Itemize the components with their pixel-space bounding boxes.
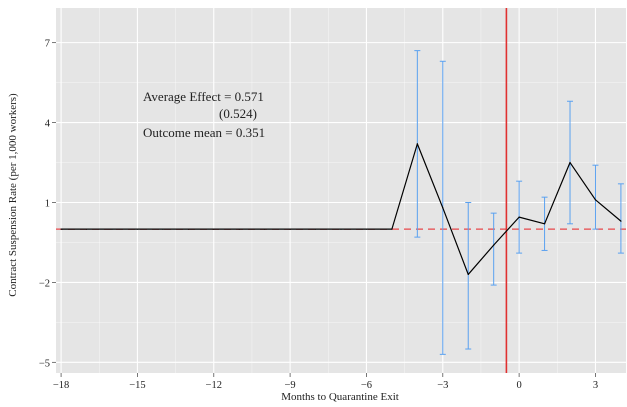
data-point <box>493 244 495 246</box>
x-tick-label: −9 <box>285 380 296 391</box>
data-point <box>136 228 139 230</box>
standard-error-annotation: (0.524) <box>219 106 257 121</box>
data-point <box>391 228 393 230</box>
error-bar <box>465 201 472 350</box>
data-point <box>594 199 597 201</box>
data-point <box>60 228 62 230</box>
data-point <box>289 228 291 230</box>
error-bar <box>592 164 599 230</box>
axis-ticks: −18 −15 −12 −9 −6 −3 0 3 −5 −2 1 4 7 <box>39 39 598 391</box>
x-axis-title: Months to Quarantine Exit <box>281 391 399 403</box>
x-tick-label: −15 <box>129 380 145 391</box>
x-tick-label: −18 <box>53 380 69 391</box>
data-point <box>162 228 164 230</box>
y-tick-label: 4 <box>45 119 51 130</box>
x-tick-label: −3 <box>437 380 448 391</box>
data-point <box>569 161 571 164</box>
plot-background <box>56 8 626 373</box>
y-tick-label: 7 <box>45 39 50 50</box>
data-point <box>365 228 368 230</box>
data-point <box>467 273 469 276</box>
data-point <box>543 223 546 225</box>
outcome-mean-annotation: Outcome mean = 0.351 <box>143 125 265 140</box>
data-point <box>238 228 240 230</box>
y-tick-label: 1 <box>45 198 50 209</box>
y-tick-label: −5 <box>39 358 50 369</box>
data-point <box>518 216 520 218</box>
average-effect-annotation: Average Effect = 0.571 <box>143 89 264 104</box>
series-line <box>60 143 622 276</box>
data-point <box>187 228 189 230</box>
data-point <box>314 228 317 230</box>
data-point <box>442 207 444 209</box>
x-tick-label: 0 <box>517 380 522 391</box>
x-tick-label: 3 <box>593 380 598 391</box>
data-point <box>264 228 266 230</box>
data-point <box>340 228 342 230</box>
data-point <box>111 228 113 230</box>
data-point <box>620 220 622 222</box>
data-point <box>85 228 88 230</box>
y-axis-title: Contract Suspension Rate (per 1,000 work… <box>7 93 19 297</box>
error-bar <box>490 212 497 286</box>
data-point <box>416 143 418 145</box>
y-tick-label: −2 <box>39 278 50 289</box>
x-tick-label: −6 <box>361 380 372 391</box>
error-bar <box>617 183 624 254</box>
reference-lines <box>56 8 626 373</box>
data-point <box>213 228 215 230</box>
x-tick-label: −12 <box>206 380 222 391</box>
